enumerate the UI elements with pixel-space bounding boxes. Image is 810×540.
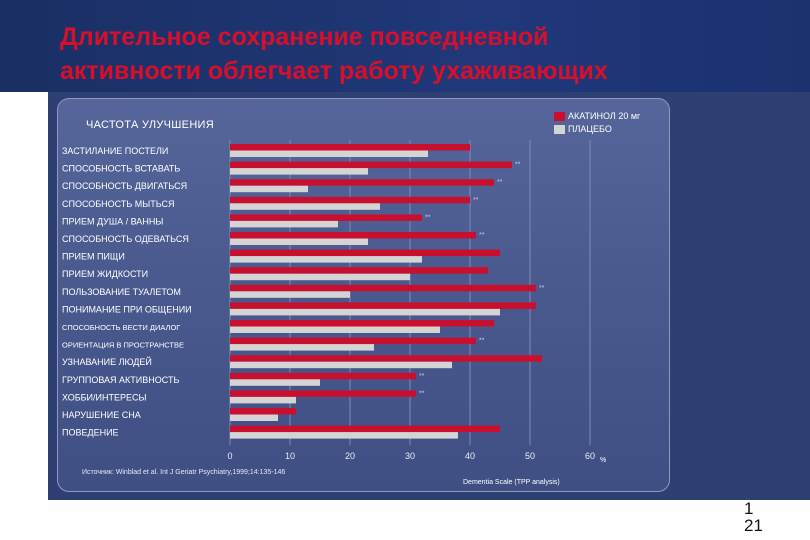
bar-akatinol: [230, 372, 416, 380]
category-label: СПОСОБНОСТЬ ОДЕВАТЬСЯ: [62, 234, 189, 244]
significance-marker: **: [479, 338, 485, 345]
bar-akatinol: [230, 249, 500, 257]
category-label: СПОСОБНОСТЬ МЫТЬСЯ: [62, 199, 174, 209]
x-axis-title: Dementia Scale (TPP analysis): [463, 479, 560, 486]
bar-chart: 0 10 20 30 40 50 60 ЗАСТИЛАНИЕ ПОСТЕЛИ СПОСОБНОС…: [62, 140, 595, 461]
slide-title: Длительное сохранение повседневной актив…: [60, 20, 760, 88]
legend-label-akatinol: АКАТИНОЛ 20 мг: [568, 111, 641, 121]
significance-marker: **: [515, 162, 521, 169]
x-tick-label: 60: [585, 451, 595, 461]
bar-placebo: [230, 220, 338, 228]
title-line-2: активности облегчает работу ухаживающих: [60, 57, 608, 85]
category-label: ХОББИ/ИНТЕРЕСЫ: [62, 392, 146, 402]
category-label: ОРИЕНТАЦИЯ В ПРОСТРАНСТВЕ: [62, 341, 184, 350]
bar-placebo: [230, 256, 422, 263]
bar-akatinol: [230, 179, 494, 186]
bar-akatinol: [230, 161, 512, 169]
chart-panel: ЧАСТОТА УЛУЧШЕНИЯ АКАТИНОЛ 20 мг ПЛАЦЕБО…: [57, 98, 670, 492]
category-label: ПОЛЬЗОВАНИЕ ТУАЛЕТОМ: [62, 287, 181, 297]
x-tick-label: 30: [405, 451, 415, 461]
bar-akatinol: [230, 302, 536, 309]
significance-marker: **: [497, 179, 503, 186]
bar-akatinol: [230, 337, 476, 345]
bar-akatinol: [230, 144, 470, 151]
x-tick-label: 40: [465, 451, 475, 461]
source-citation: Источник: Winblad et al. Int J Geriatr P…: [82, 469, 286, 476]
significance-marker: **: [419, 390, 425, 397]
bar-placebo: [230, 168, 368, 175]
legend-swatch-akatinol: [554, 111, 565, 121]
bar-placebo: [230, 308, 500, 316]
x-tick-label: 10: [285, 451, 295, 461]
category-label: НАРУШЕНИЕ СНА: [62, 410, 141, 420]
title-line-1: Длительное сохранение повседневной: [60, 23, 549, 51]
bar-akatinol: [230, 355, 542, 362]
category-label: СПОСОБНОСТЬ ВЕСТИ ДИАЛОГ: [62, 323, 180, 332]
category-label: ГРУППОВАЯ АКТИВНОСТЬ: [62, 375, 179, 385]
bar-placebo: [230, 291, 350, 298]
category-label: УЗНАВАНИЕ ЛЮДЕЙ: [62, 356, 152, 367]
bar-akatinol: [230, 284, 536, 292]
legend-label-placebo: ПЛАЦЕБО: [568, 124, 612, 134]
legend-swatch-placebo: [554, 124, 565, 134]
x-tick-label: 50: [525, 451, 535, 461]
bar-akatinol: [230, 196, 470, 204]
bar-akatinol: [230, 408, 296, 415]
significance-marker: **: [425, 214, 431, 221]
chart-title: ЧАСТОТА УЛУЧШЕНИЯ: [86, 119, 215, 131]
category-label: СПОСОБНОСТЬ ДВИГАТЬСЯ: [62, 181, 187, 191]
bar-placebo: [230, 273, 410, 281]
bar-placebo: [230, 396, 296, 404]
significance-marker: **: [419, 373, 425, 380]
bar-placebo: [230, 414, 278, 421]
bar-akatinol: [230, 425, 500, 433]
bar-placebo: [230, 379, 320, 386]
bar-placebo: [230, 150, 428, 157]
legend-akatinol: АКАТИНОЛ 20 мг: [554, 111, 640, 121]
significance-marker: **: [539, 285, 545, 292]
bar-akatinol: [230, 267, 488, 274]
x-tick-label: 0: [227, 451, 232, 461]
category-label: ПРИЕМ ДУША / ВАННЫ: [62, 216, 163, 226]
significance-marker: **: [479, 232, 485, 239]
bar-akatinol: [230, 320, 494, 327]
bar-placebo: [230, 344, 374, 351]
bar-placebo: [230, 238, 368, 245]
category-label: ПРИЕМ ЖИДКОСТИ: [62, 269, 148, 279]
page-number-line-2: 21: [744, 516, 763, 535]
bar-placebo: [230, 185, 308, 193]
percent-unit-label: %: [600, 457, 607, 464]
category-label: ПОНИМАНИЕ ПРИ ОБЩЕНИИ: [62, 304, 192, 314]
bar-placebo: [230, 361, 452, 369]
page-number-line-1: 1: [744, 499, 754, 518]
x-tick-label: 20: [345, 451, 355, 461]
category-label: ПРИЕМ ПИЩИ: [62, 252, 125, 262]
bar-akatinol: [230, 232, 476, 239]
bar-placebo: [230, 326, 440, 333]
page-number: 1 21: [744, 500, 763, 534]
bar-akatinol: [230, 214, 422, 221]
category-label: ПОВЕДЕНИЕ: [62, 428, 119, 438]
bar-akatinol: [230, 390, 416, 397]
bar-placebo: [230, 432, 458, 439]
bar-placebo: [230, 203, 380, 210]
category-label: СПОСОБНОСТЬ ВСТАВАТЬ: [62, 164, 180, 174]
legend-placebo: ПЛАЦЕБО: [554, 124, 612, 134]
significance-marker: **: [473, 197, 479, 204]
title-band: [0, 0, 810, 92]
category-label: ЗАСТИЛАНИЕ ПОСТЕЛИ: [62, 146, 168, 156]
